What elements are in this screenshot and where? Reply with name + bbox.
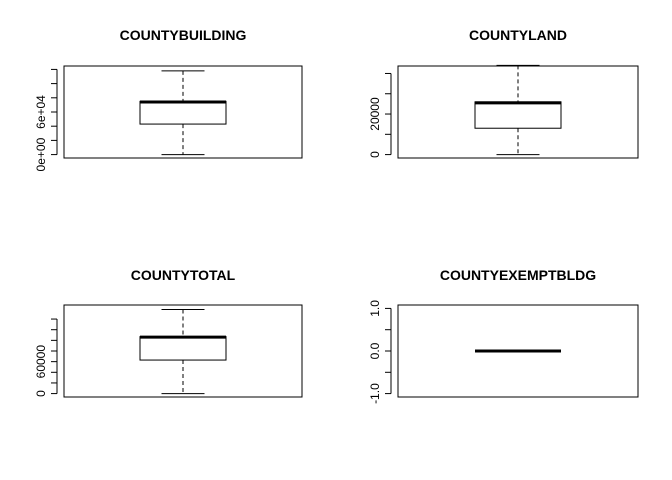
y-tick-label: 0.0 xyxy=(368,342,382,359)
y-tick-label: 0e+00 xyxy=(34,137,48,171)
panel-countytotal: COUNTYTOTAL 0 60000 xyxy=(34,267,303,398)
chart-title: COUNTYLAND xyxy=(469,27,567,43)
panel-countybuilding: COUNTYBUILDING 0e+00 6e+04 xyxy=(34,27,303,171)
chart-title: COUNTYBUILDING xyxy=(120,27,247,43)
y-tick-label: 1.0 xyxy=(368,300,382,317)
panel-countyexemptbldg: COUNTYEXEMPTBLDG -1.0 0.0 1.0 xyxy=(368,267,639,404)
panel-countyland: COUNTYLAND 0 20000 xyxy=(368,27,639,159)
y-tick-label: 60000 xyxy=(34,345,48,379)
y-tick-label: 0 xyxy=(34,390,48,397)
y-tick-label: 6e+04 xyxy=(34,95,48,129)
plot-frame xyxy=(63,304,303,398)
y-tick-label: 20000 xyxy=(368,97,382,131)
iqr-box xyxy=(139,336,227,361)
iqr-box xyxy=(139,100,227,125)
y-tick-label: -1.0 xyxy=(368,383,382,404)
plot-frame xyxy=(397,304,639,398)
chart-title: COUNTYTOTAL xyxy=(131,267,236,283)
iqr-box xyxy=(474,101,562,129)
plot-frame xyxy=(63,65,303,159)
y-tick-label: 0 xyxy=(368,151,382,158)
chart-title: COUNTYEXEMPTBLDG xyxy=(440,267,596,283)
